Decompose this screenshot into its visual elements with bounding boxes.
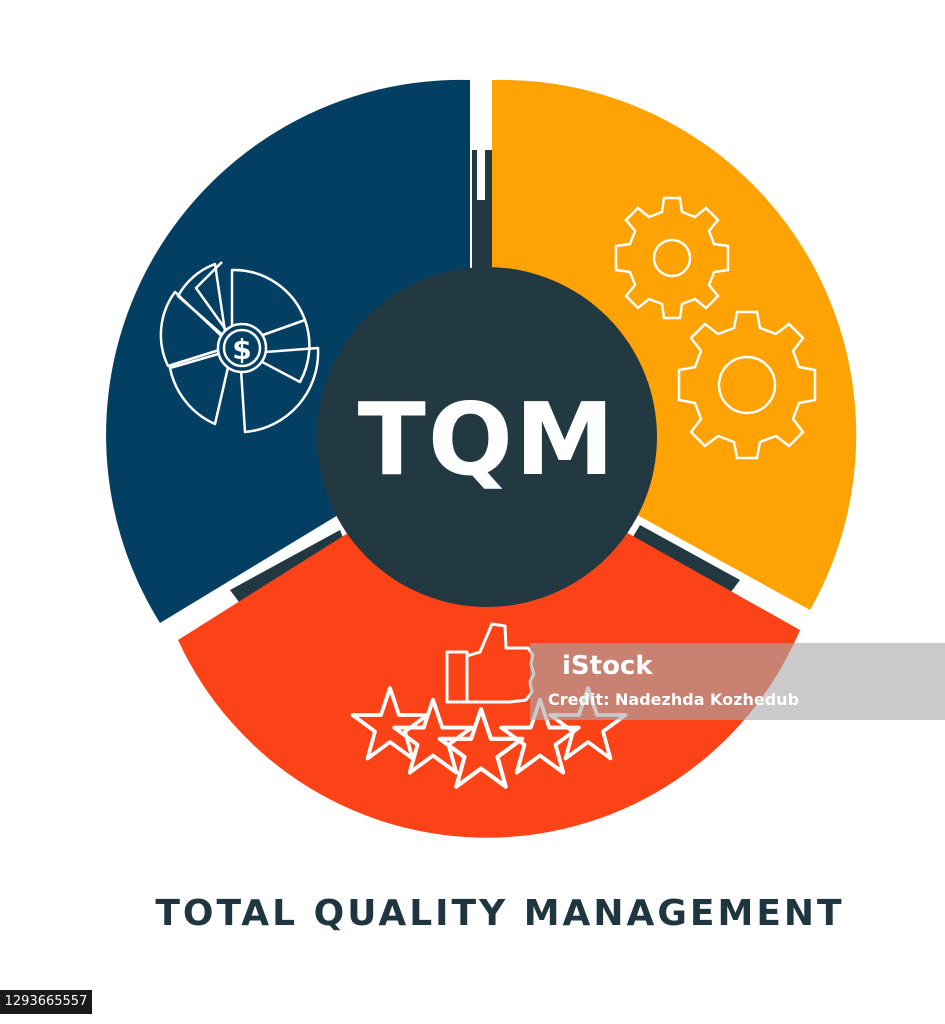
diagram-caption: TOTAL QUALITY MANAGEMENT — [155, 893, 845, 934]
watermark-credit: Credit: Nadezhda Kozhedub — [548, 690, 800, 709]
dollar-sign-icon: $ — [232, 333, 251, 366]
watermark-bar — [530, 643, 945, 720]
segment-customer-satisfaction — [178, 450, 800, 838]
center-circle — [317, 267, 657, 607]
dollar-pie-chart-icon — [159, 261, 320, 434]
rating-stars-icon — [350, 686, 628, 789]
center-label: TQM — [358, 381, 617, 498]
watermark-logo: iStock — [562, 651, 653, 681]
stock-id-label: 1293665557 — [0, 990, 92, 1014]
gears-icon — [614, 196, 817, 460]
